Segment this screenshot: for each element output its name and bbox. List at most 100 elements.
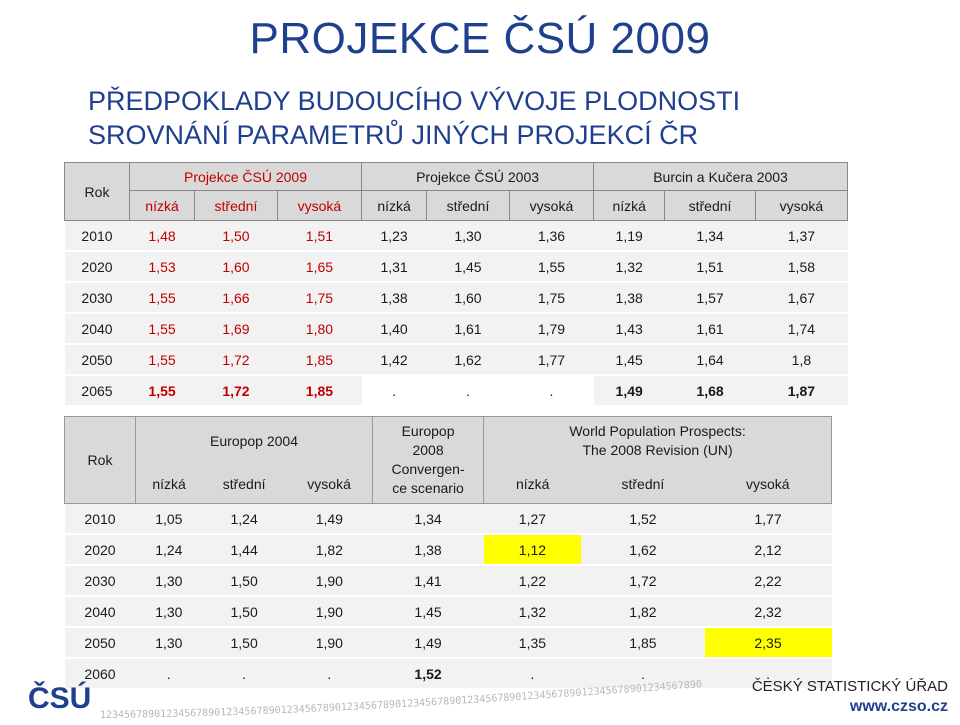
value-cell: 2,35 [704,627,832,659]
variant-header: vysoká [286,465,374,504]
value-cell: 1,49 [286,503,373,535]
value-cell: 1,37 [755,220,848,252]
value-cell: 1,50 [202,627,287,659]
subtitle-line-1: PŘEDPOKLADY BUDOUCÍHO VÝVOJE PLODNOSTI [88,86,741,116]
csu-logo: ČSÚ [26,680,100,717]
value-cell: 1,90 [286,565,373,597]
page-subtitle: PŘEDPOKLADY BUDOUCÍHO VÝVOJE PLODNOSTI S… [88,84,740,152]
value-cell: 1,61 [664,313,756,345]
value-cell: 1,72 [194,375,278,407]
value-cell: 1,41 [372,565,484,597]
table-row: 2050 1,30 1,50 1,90 1,49 1,35 1,85 2,35 [64,627,832,659]
value-cell: . [704,658,832,690]
year-cell: 2050 [64,344,130,376]
variant-header: vysoká [276,190,363,221]
year-cell: 2010 [64,503,136,535]
year-cell: 2010 [64,220,130,252]
group-header: Burcin a Kučera 2003 [593,162,848,191]
value-cell: 1,77 [509,344,594,376]
value-cell: 1,44 [202,534,287,566]
value-cell: . [581,658,705,690]
value-cell: 1,68 [664,375,756,407]
value-cell: 2,12 [704,534,832,566]
value-cell: 1,85 [277,375,362,407]
variant-header: nízká [361,190,428,221]
value-cell: 1,72 [194,344,278,376]
value-cell: 1,60 [426,282,510,314]
value-cell: 1,79 [509,313,594,345]
projections-table-1: Rok Projekce ČSÚ 2009 Projekce ČSÚ 2003 … [64,162,849,407]
year-cell: 2065 [64,375,130,407]
value-cell: 1,30 [135,596,203,628]
variant-header: střední [194,190,278,221]
value-cell: 1,05 [135,503,203,535]
value-cell: 1,55 [129,313,195,345]
value-cell: 1,87 [755,375,848,407]
value-cell: 1,52 [372,658,484,690]
table-row: 2065 1,55 1,72 1,85... 1,49 1,68 1,87 [64,375,848,407]
value-cell: 1,82 [286,534,373,566]
value-cell: 1,66 [194,282,278,314]
value-cell: 1,52 [581,503,705,535]
value-cell: 1,65 [277,251,362,283]
value-cell: 1,50 [194,220,278,252]
group-header-europop-2004: Europop 2004 [134,416,374,465]
value-cell: 1,85 [581,627,705,659]
digits-wave: 1234567890123456789012345678901234567890… [100,679,702,721]
table-row: 2030 1,30 1,50 1,90 1,41 1,22 1,72 2,22 [64,565,832,597]
value-cell: 1,24 [135,534,203,566]
value-cell: 1,57 [664,282,756,314]
value-cell: 1,50 [202,565,287,597]
value-cell: 1,55 [129,282,195,314]
value-cell: 1,77 [704,503,832,535]
rok-header: Rok [64,162,130,221]
value-cell: 1,40 [361,313,427,345]
value-cell: 1,32 [483,596,582,628]
value-cell: 1,60 [194,251,278,283]
year-cell: 2040 [64,596,136,628]
year-cell: 2050 [64,627,136,659]
group-header-wpp: World Population Prospects: The 2008 Rev… [483,416,832,465]
value-cell: 1,51 [664,251,756,283]
group-header: Projekce ČSÚ 2003 [361,162,595,191]
svg-text:ČSÚ: ČSÚ [28,681,91,712]
value-cell: . [509,375,594,407]
year-cell: 2020 [64,534,136,566]
projections-table-2: Rok Europop 2004 Europop 2008 Convergen-… [64,416,832,690]
variant-header: nízká [135,465,203,504]
value-cell: 1,85 [277,344,362,376]
value-cell: . [361,375,427,407]
value-cell: . [135,658,203,690]
variant-header: vysoká [508,190,595,221]
value-cell: 1,42 [361,344,427,376]
website-link[interactable]: www.czso.cz [849,698,948,715]
variant-header: střední [581,465,705,504]
value-cell: 1,45 [426,251,510,283]
table-row: 2020 1,53 1,60 1,65 1,31 1,45 1,55 1,32 1,51 1,58 [64,251,848,283]
value-cell: 1,69 [194,313,278,345]
value-cell: 1,49 [372,627,484,659]
value-cell: 1,22 [483,565,582,597]
group-header-europop-2008: Europop 2008 Convergen- ce scenario [372,416,485,504]
value-cell: 1,38 [593,282,665,314]
csu-logo-graphic: ČSÚ [28,681,91,715]
value-cell: 1,82 [581,596,705,628]
value-cell: 1,34 [664,220,756,252]
value-cell: 1,35 [483,627,582,659]
value-cell: 1,24 [202,503,287,535]
value-cell: 1,43 [593,313,665,345]
variant-header: střední [664,190,756,221]
table-row: 2040 1,30 1,50 1,90 1,45 1,32 1,82 2,32 [64,596,832,628]
variant-header: střední [202,465,287,504]
value-cell: 1,55 [129,344,195,376]
value-cell: 1,38 [361,282,427,314]
value-cell: 1,51 [277,220,362,252]
value-cell: 2,32 [704,596,832,628]
value-cell: 1,48 [129,220,195,252]
svg-text:123456789012345678901234567890: 1234567890123456789012345678901234567890… [100,679,702,721]
variant-header: vysoká [704,465,832,504]
value-cell: 1,32 [593,251,665,283]
value-cell: 1,36 [509,220,594,252]
office-name: ČESKÝ STATISTICKÝ ÚŘAD [751,678,948,695]
table-row: 2050 1,55 1,72 1,85 1,42 1,62 1,77 1,45 1,64 1,8 [64,344,848,376]
